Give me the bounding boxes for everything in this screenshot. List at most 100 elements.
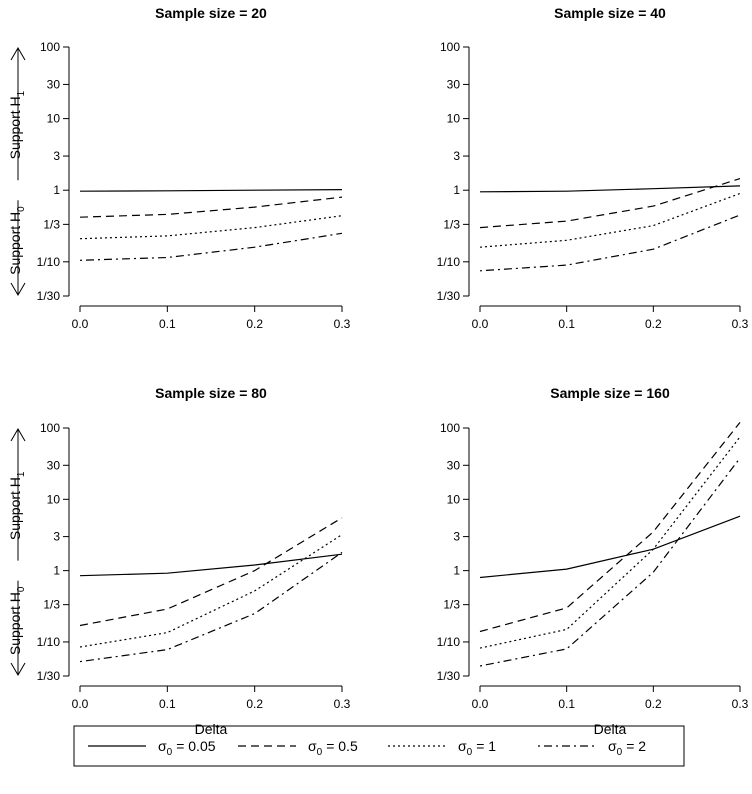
x-tick-label: 0.0 [472,697,489,711]
y-tick-label: 1/3 [443,217,460,231]
x-tick-label: 0.0 [472,317,489,331]
y-tick-label: 30 [47,458,61,472]
panel-title: Sample size = 20 [155,5,267,21]
series-line-solid [479,185,741,193]
legend-label: σ0 = 2 [608,738,646,758]
y-tick-label: 1 [53,183,60,197]
x-axis-label: Delta [195,721,228,737]
support-h0-subscript: 0 [16,206,27,212]
y-tick-label: 3 [53,530,60,544]
y-tick-label: 30 [47,77,61,91]
series-line-dotted [479,436,741,649]
legend-value: = 0.5 [326,738,358,754]
series-line-dotdash [479,214,741,272]
x-axis-label: Delta [594,721,627,737]
legend-label: σ0 = 0.05 [158,738,216,758]
series-line-dotdash [79,551,343,663]
legend-subscript: 0 [467,747,473,758]
legend: σ0 = 0.05 σ0 = 0.5 σ0 = 1 σ0 = 2 [73,725,685,767]
legend-value: = 0.05 [176,738,216,754]
x-tick-label: 0.2 [645,317,662,331]
legend-label: σ0 = 1 [458,738,496,758]
legend-subscript: 0 [167,747,173,758]
y-tick-label: 1/10 [37,255,61,269]
support-h1-subscript: 1 [16,471,27,477]
x-tick-label: 0.3 [732,697,749,711]
y-tick-label: 1/3 [43,217,60,231]
y-tick-label: 1/30 [37,669,61,683]
y-tick-label: 1/10 [437,635,461,649]
support-h1-arrowhead [10,47,26,61]
x-tick-label: 0.3 [732,317,749,331]
y-tick-label: 3 [453,530,460,544]
y-tick-label: 30 [447,77,461,91]
legend-label: σ0 = 0.5 [308,738,358,758]
legend-box [73,725,685,767]
legend-subscript: 0 [617,747,623,758]
series-line-dotted [479,192,741,248]
y-tick-label: 1/10 [437,255,461,269]
series-line-dashed [479,422,741,633]
y-tick-label: 30 [447,458,461,472]
series-line-solid [479,515,741,579]
panel-2: Sample size = 40 100 30 10 3 1 1/3 1/10 1/30 0.0 0… [437,5,749,331]
y-tick-label: 100 [440,40,460,54]
y-tick-label: 10 [47,492,61,506]
x-tick-label: 0.1 [558,697,575,711]
x-tick-label: 0.2 [246,697,263,711]
y-tick-label: 3 [53,149,60,163]
series-line-dashed [79,196,343,218]
panel-title: Sample size = 80 [155,385,267,401]
support-h0-label: Support H0 [7,206,27,275]
support-h1-label: Support H1 [7,471,27,540]
y-tick-label: 1/3 [443,598,460,612]
y-tick-label: 1 [53,564,60,578]
y-tick-label: 1/30 [437,289,461,303]
series-line-solid [79,189,343,192]
support-h1-subscript: 1 [16,90,27,96]
series-line-dashed [79,517,343,627]
y-tick-label: 1/30 [37,289,61,303]
series-line-dotted [79,215,343,240]
y-tick-label: 10 [47,112,61,126]
legend-subscript: 0 [317,747,323,758]
y-tick-label: 1 [453,564,460,578]
x-tick-label: 0.1 [159,697,176,711]
series-line-dashed [479,178,741,229]
y-tick-label: 100 [440,421,460,435]
y-tick-label: 1/10 [37,635,61,649]
support-h0-arrowhead [10,282,26,296]
series-line-solid [79,553,343,577]
y-tick-label: 10 [447,112,461,126]
x-tick-label: 0.1 [558,317,575,331]
x-tick-label: 0.1 [159,317,176,331]
x-tick-label: 0.0 [72,697,89,711]
panel-4: Sample size = 160 100 30 10 3 1 1/3 1/10 1/30 0.0… [437,385,749,737]
support-h0-subscript: 0 [16,586,27,592]
panel-title: Sample size = 40 [554,5,666,21]
y-tick-label: 100 [40,40,60,54]
series-line-dotted [79,534,343,648]
y-tick-label: 1 [453,183,460,197]
support-h0-arrowhead [10,662,26,676]
legend-value: = 1 [476,738,496,754]
panel-title: Sample size = 160 [550,385,670,401]
support-h0-label: Support H0 [7,586,27,655]
y-tick-label: 100 [40,421,60,435]
y-tick-label: 3 [453,149,460,163]
y-tick-label: 10 [447,492,461,506]
y-tick-label: 1/30 [437,669,461,683]
support-h1-arrowhead [10,428,26,442]
x-tick-label: 0.2 [645,697,662,711]
series-line-dotdash [479,457,741,667]
x-tick-label: 0.0 [72,317,89,331]
y-tick-label: 1/3 [43,598,60,612]
x-tick-label: 0.2 [246,317,263,331]
x-tick-label: 0.3 [334,317,351,331]
support-h1-label: Support H1 [7,90,27,159]
x-tick-label: 0.3 [334,697,351,711]
series-line-dotdash [79,232,343,261]
